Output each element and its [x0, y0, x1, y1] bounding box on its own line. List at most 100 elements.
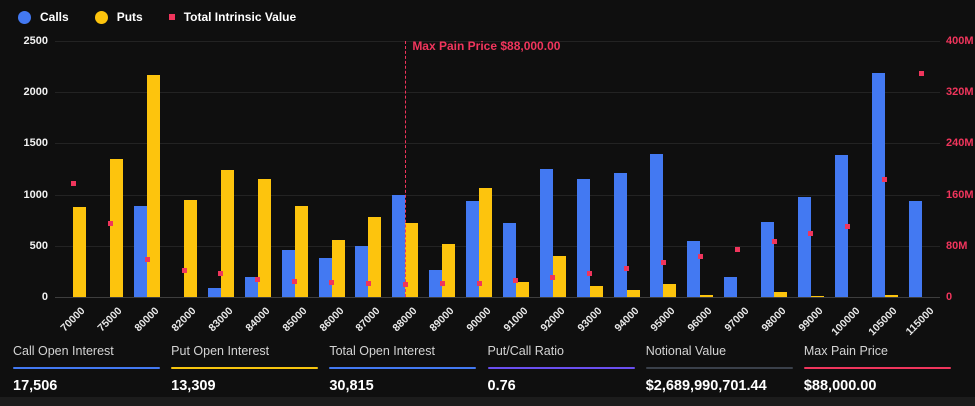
y-axis-tick-label: 2500	[23, 35, 48, 47]
call-bar[interactable]	[429, 269, 443, 297]
stat-accent-rule	[645, 367, 793, 369]
intrinsic-value-point[interactable]	[919, 70, 925, 76]
intrinsic-value-point[interactable]	[255, 276, 261, 282]
call-bar[interactable]	[134, 205, 148, 297]
stat-label: Max Pain Price	[803, 344, 888, 358]
call-bar[interactable]	[834, 154, 848, 297]
call-bar[interactable]	[502, 223, 516, 297]
call-bar[interactable]	[724, 276, 738, 297]
stat-accent-rule	[487, 367, 635, 369]
stat-value: 30,815	[329, 378, 374, 394]
put-bar[interactable]	[700, 295, 714, 297]
intrinsic-value-point[interactable]	[292, 278, 298, 284]
legend-label: Puts	[116, 10, 143, 24]
intrinsic-value-point[interactable]	[439, 281, 445, 287]
intrinsic-value-point[interactable]	[70, 180, 76, 186]
intrinsic-value-point[interactable]	[660, 259, 666, 265]
max-pain-line	[405, 41, 407, 297]
stat-label: Put/Call Ratio	[487, 344, 564, 358]
intrinsic-value-point[interactable]	[476, 281, 482, 287]
put-bar[interactable]	[257, 179, 271, 297]
call-bar[interactable]	[687, 240, 701, 297]
call-bar[interactable]	[908, 201, 922, 297]
put-bar[interactable]	[479, 188, 493, 297]
legend-item-intrinsic[interactable]: Total Intrinsic Value	[168, 10, 296, 24]
put-bar[interactable]	[663, 284, 677, 297]
legend-item-puts[interactable]: Puts	[94, 10, 143, 24]
intrinsic-value-point[interactable]	[771, 238, 777, 244]
call-bar[interactable]	[650, 153, 664, 297]
intrinsic-value-point[interactable]	[734, 246, 740, 252]
puts-marker-icon	[94, 10, 108, 24]
intrinsic-value-point[interactable]	[365, 281, 371, 287]
intrinsic-marker-icon	[168, 14, 175, 20]
stat-accent-rule	[329, 367, 477, 369]
call-bar[interactable]	[207, 287, 221, 297]
put-bar[interactable]	[73, 206, 87, 297]
intrinsic-value-point[interactable]	[513, 277, 519, 283]
y-axis-tick-label: 160M	[946, 188, 974, 201]
call-bar[interactable]	[539, 169, 553, 297]
stat-max-pain-price: Max Pain Price $88,000.00	[803, 344, 962, 394]
stat-notional-value: Notional Value $2,689,990,701.44	[645, 344, 804, 394]
y-axis-tick-label: 0	[946, 291, 953, 303]
intrinsic-value-point[interactable]	[550, 275, 556, 281]
panel-bottom-strip	[0, 397, 975, 406]
intrinsic-value-point[interactable]	[697, 254, 703, 260]
put-bar[interactable]	[774, 292, 788, 297]
put-bar[interactable]	[368, 216, 382, 297]
intrinsic-value-point[interactable]	[329, 280, 335, 286]
put-bar[interactable]	[884, 295, 898, 297]
put-bar[interactable]	[810, 295, 824, 297]
gridline	[55, 245, 940, 247]
stat-accent-rule	[171, 367, 319, 369]
stat-accent-rule	[13, 367, 160, 369]
stat-label: Total Open Interest	[329, 344, 435, 358]
intrinsic-value-point[interactable]	[587, 270, 593, 276]
intrinsic-value-point[interactable]	[181, 267, 187, 273]
put-bar[interactable]	[110, 158, 124, 297]
put-bar[interactable]	[294, 205, 308, 297]
intrinsic-value-point[interactable]	[882, 177, 888, 183]
put-bar[interactable]	[552, 256, 566, 297]
stat-label: Put Open Interest	[171, 344, 270, 358]
open-interest-chart: 0 500 1000 1500 2000 2500 Max Pain Price $88,…	[23, 35, 974, 338]
call-bar[interactable]	[466, 200, 480, 297]
put-bar[interactable]	[147, 74, 161, 297]
call-bar[interactable]	[281, 250, 295, 297]
call-bar[interactable]	[355, 245, 369, 297]
legend-item-calls[interactable]: Calls	[18, 10, 69, 24]
intrinsic-value-point[interactable]	[218, 271, 224, 277]
put-bar[interactable]	[405, 223, 419, 297]
call-bar[interactable]	[871, 72, 885, 297]
intrinsic-value-point[interactable]	[144, 256, 150, 262]
intrinsic-value-point[interactable]	[624, 266, 630, 272]
put-bar[interactable]	[515, 281, 529, 297]
gridline	[55, 297, 940, 298]
y-axis-tick-label: 1000	[23, 188, 48, 201]
stat-value: 13,309	[171, 378, 216, 394]
call-bar[interactable]	[761, 222, 775, 297]
stat-call-open-interest: Call Open Interest 17,506	[13, 344, 171, 394]
put-bar[interactable]	[331, 239, 345, 297]
intrinsic-value-point[interactable]	[107, 220, 113, 226]
call-bar[interactable]	[244, 276, 258, 297]
intrinsic-value-point[interactable]	[845, 224, 851, 230]
call-bar[interactable]	[797, 197, 811, 297]
call-bar[interactable]	[613, 172, 627, 297]
call-bar[interactable]	[576, 179, 590, 297]
call-bar[interactable]	[392, 194, 406, 297]
put-bar[interactable]	[626, 289, 640, 297]
call-bar[interactable]	[318, 257, 332, 297]
intrinsic-value-point[interactable]	[808, 230, 814, 236]
put-bar[interactable]	[184, 200, 198, 297]
put-bar[interactable]	[442, 244, 456, 297]
stat-put-open-interest: Put Open Interest 13,309	[171, 344, 329, 394]
put-bar[interactable]	[589, 285, 603, 297]
calls-marker-icon	[18, 10, 31, 24]
y-axis-tick-label: 400M	[946, 35, 974, 47]
stats-footer: Call Open Interest 17,506 Put Open Inter…	[0, 344, 975, 394]
put-bar[interactable]	[220, 169, 234, 297]
gridline	[55, 143, 940, 145]
